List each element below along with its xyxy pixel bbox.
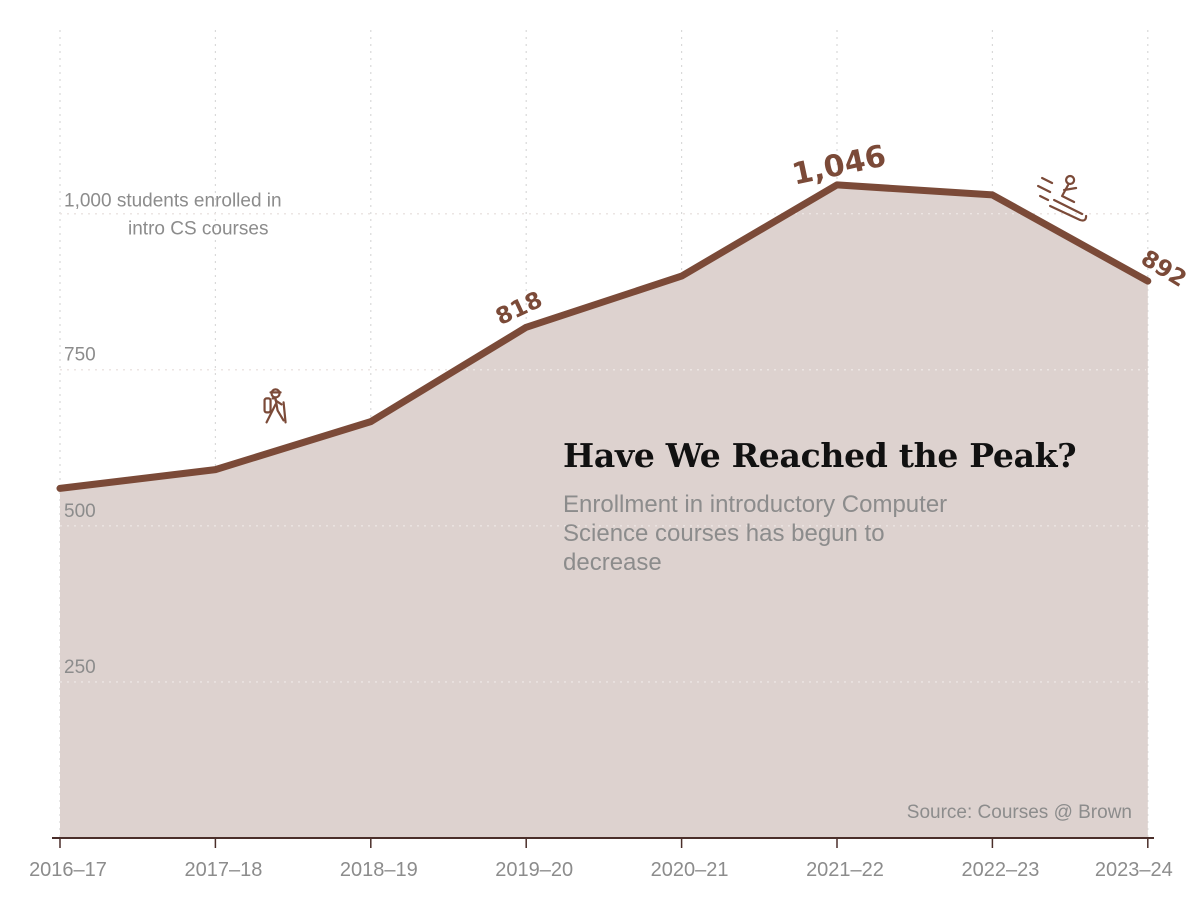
y-tick-label: 250 [64, 657, 96, 678]
x-tick-label: 2016–17 [29, 859, 107, 881]
x-tick-label: 2020–21 [651, 859, 729, 881]
y-tick-label: 750 [64, 345, 96, 366]
y-tick-labels: 250 500 750 1,000 students enrolled in intro… [64, 191, 282, 678]
chart-title: Have We Reached the Peak? [563, 436, 1077, 475]
x-tick-label: 2023–24 [1095, 859, 1173, 881]
x-tick-label: 2018–19 [340, 859, 418, 881]
y-tick-label: 500 [64, 501, 96, 522]
sledder-icon [1036, 174, 1088, 222]
x-axis-ticks [59, 838, 1149, 848]
x-tick-label: 2022–23 [961, 859, 1039, 881]
enrollment-area [60, 184, 1148, 838]
y-tick-label: 1,000 students enrolled in intro CS cours… [64, 191, 282, 240]
enrollment-line [56, 181, 1152, 492]
x-tick-label: 2019–20 [495, 859, 573, 881]
horizontal-gridlines-overlay [60, 212, 1146, 683]
x-tick-label: 2017–18 [184, 859, 262, 881]
source-note: Source: Courses @ Brown [906, 802, 1132, 823]
chart-subtitle: Enrollment in introductory Computer Scie… [563, 491, 948, 576]
hiker-icon [263, 388, 287, 424]
x-tick-labels: 2016–17 2017–18 2018–19 2019–20 2020–21 2021–… [29, 859, 1173, 881]
x-tick-label: 2021–22 [806, 859, 884, 881]
